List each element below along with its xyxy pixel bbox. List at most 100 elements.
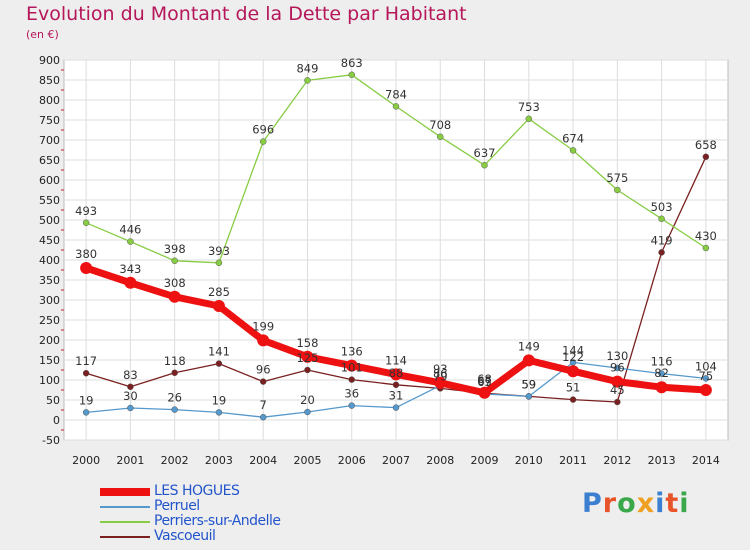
x-tick-label: 2014 — [692, 454, 720, 467]
x-tick-label: 2011 — [559, 454, 587, 467]
series-0-label: 158 — [296, 336, 318, 350]
series-3-label: 45 — [610, 383, 625, 397]
series-0-label: 285 — [208, 285, 230, 299]
series-0-point — [699, 384, 712, 396]
series-1-label: 30 — [123, 389, 138, 403]
legend-label: Perruel — [154, 498, 200, 514]
y-tick-label: 400 — [39, 254, 60, 267]
series-3-label: 141 — [208, 345, 230, 359]
y-tick-label: 0 — [53, 414, 60, 427]
series-1-point — [348, 402, 355, 409]
series-1-label: 31 — [389, 389, 404, 403]
series-2-point — [702, 244, 710, 252]
series-2-point — [569, 147, 577, 154]
x-tick-label: 2009 — [471, 454, 499, 467]
series-3-label: 658 — [695, 138, 717, 152]
series-0-label: 96 — [610, 361, 625, 375]
series-1-point — [259, 413, 267, 421]
x-tick-label: 2003 — [205, 454, 233, 467]
series-2-point — [259, 138, 267, 145]
series-0-point — [655, 381, 668, 394]
series-0-label: 308 — [164, 276, 186, 290]
series-3-label: 118 — [164, 354, 186, 368]
series-0-label: 149 — [518, 339, 540, 353]
series-3-label: 96 — [256, 363, 271, 377]
data-labels: 117 83 118 141 96 125 101 88 79 67 59 51 45 419 658 19 3… — [75, 56, 717, 412]
series-3-point — [304, 366, 311, 374]
series-1-point — [614, 364, 621, 372]
series-2-label: 637 — [474, 146, 496, 160]
y-tick-label: 100 — [39, 374, 60, 387]
series-1-point — [304, 408, 311, 416]
series-2-point — [304, 77, 311, 84]
x-tick-label: 2007 — [382, 454, 410, 467]
chart-title: Evolution du Montant de la Dette par Hab… — [26, 3, 467, 25]
series-1-label: 7 — [260, 398, 267, 412]
legend-label: LES HOGUES — [154, 483, 240, 499]
series-0-point — [611, 375, 624, 388]
series-1-label: 144 — [562, 343, 584, 357]
series-1-label: 104 — [695, 359, 717, 373]
y-tick-label: 250 — [39, 314, 60, 327]
y-tick-label: 550 — [39, 194, 60, 207]
series-1-point — [392, 404, 400, 411]
series-1-point — [215, 409, 223, 416]
logo-letter: P — [582, 488, 603, 519]
series-0-label: 380 — [75, 247, 97, 261]
series-2-point — [348, 71, 355, 79]
series-0-point — [80, 262, 93, 274]
proxiti-logo: Proxiti — [582, 488, 690, 519]
series-1-label: 26 — [167, 391, 182, 405]
series-3-point — [702, 153, 710, 161]
series-0-point — [345, 359, 358, 372]
line-chart: 9008508007507006506005505004504003503002… — [39, 54, 729, 467]
series-1-label: 36 — [344, 387, 359, 401]
series-3-label: 59 — [521, 377, 536, 391]
logo-letter: o — [617, 488, 637, 519]
series-0-point — [478, 386, 491, 399]
series-0-label: 75 — [699, 369, 714, 383]
x-tick-label: 2013 — [648, 454, 676, 467]
x-tick-label: 2010 — [515, 454, 543, 467]
logo-letter: t — [665, 488, 680, 519]
series-1-label: 59 — [521, 377, 536, 391]
series-lines — [80, 71, 712, 421]
series-3-label: 419 — [651, 233, 673, 247]
series-3-label: 51 — [566, 381, 581, 395]
series-0-point — [301, 350, 314, 363]
series-0-point — [212, 300, 225, 312]
series-3-label: 67 — [477, 374, 492, 388]
series-2-point — [127, 238, 134, 245]
series-0-point — [168, 290, 181, 303]
series-1-label: 130 — [606, 349, 628, 363]
series-2-label: 863 — [341, 56, 363, 70]
legend-swatch — [100, 536, 150, 538]
y-tick-label: 850 — [39, 74, 60, 87]
legend-label: Perriers-sur-Andelle — [154, 513, 281, 529]
x-tick-label: 2000 — [72, 454, 100, 467]
y-tick-label: 600 — [39, 174, 60, 187]
series-0-point — [434, 376, 447, 389]
series-0-label: 122 — [562, 350, 584, 364]
x-tick-label: 2012 — [603, 454, 631, 467]
series-3-label: 117 — [75, 354, 97, 368]
series-3-point — [569, 396, 577, 403]
legend-swatch — [100, 521, 150, 523]
x-tick-label: 2004 — [249, 454, 277, 467]
series-3-point — [348, 376, 355, 383]
series-1-point — [82, 409, 90, 416]
series-2-label: 696 — [252, 123, 274, 137]
series-3-point — [171, 369, 178, 377]
logo-letter: i — [679, 488, 690, 519]
series-2-label: 446 — [119, 223, 141, 237]
series-1-label: 65 — [477, 375, 492, 389]
series-0-point — [567, 365, 580, 378]
y-tick-label: 500 — [39, 214, 60, 227]
legend-label: Vascoeuil — [154, 528, 216, 544]
series-1-point — [702, 375, 710, 382]
series-1-label: 86 — [433, 367, 448, 381]
series-0-label: 82 — [654, 366, 669, 380]
series-0-point — [522, 354, 535, 367]
series-0-label: 68 — [477, 372, 492, 386]
series-2-label: 393 — [208, 244, 230, 258]
